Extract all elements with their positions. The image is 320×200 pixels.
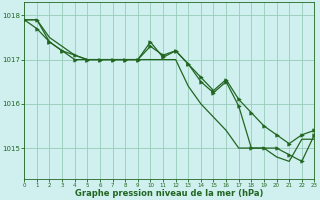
X-axis label: Graphe pression niveau de la mer (hPa): Graphe pression niveau de la mer (hPa) [75, 189, 264, 198]
